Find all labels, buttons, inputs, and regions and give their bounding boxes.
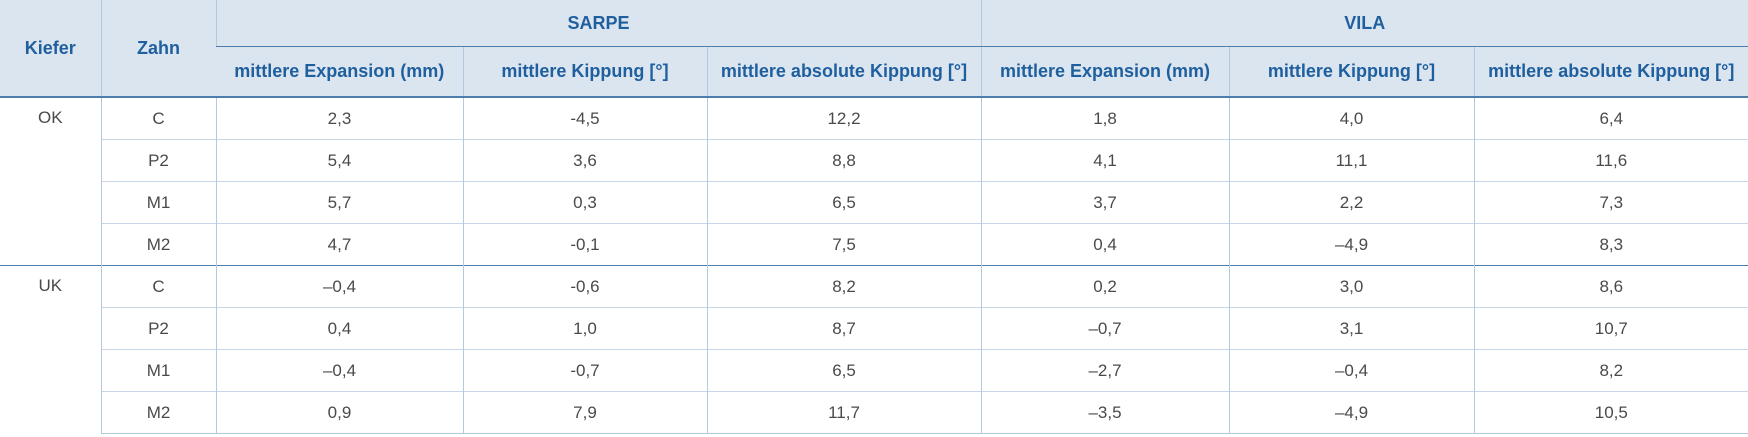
value-cell: 0,4 [215,307,463,350]
table-row: M1 –0,4 -0,7 6,5 –2,7 –0,4 8,2 [0,349,1748,392]
header-cell: Zahn [100,0,216,98]
value-cell: –4,9 [1228,391,1475,434]
column-header: mittlere Kippung [°] [1228,46,1475,98]
table-row: P2 5,4 3,6 8,8 4,1 11,1 11,6 [0,139,1748,182]
table-body: OK C 2,3 -4,5 12,2 1,8 4,0 6,4 P2 5,4 3,6 8,8 4,1 11,… [0,96,1748,434]
value-cell: 1,0 [462,307,707,350]
table-row: UK C –0,4 -0,6 8,2 0,2 3,0 8,6 [0,265,1748,434]
zahn-cell: M2 [100,391,216,434]
value-cell: 0,9 [215,391,463,434]
value-cell: 5,7 [215,181,463,224]
header-cell: Kiefer [0,0,101,98]
table-row: OK C 2,3 -4,5 12,2 1,8 4,0 6,4 [0,96,1748,266]
value-cell: –0,7 [980,307,1230,350]
value-cell: 8,2 [1473,349,1748,392]
value-cell: 2,3 [215,96,463,140]
column-header: mittlere absolute Kippung [°] [706,46,982,98]
value-cell: 2,2 [1228,181,1475,224]
value-cell: 4,1 [980,139,1230,182]
table-row: M2 4,7 -0,1 7,5 0,4 –4,9 8,3 [0,223,1748,266]
column-header: mittlere Expansion (mm) [980,46,1230,98]
value-cell: -4,5 [462,96,707,140]
value-cell: 11,1 [1228,139,1475,182]
kiefer-cell: OK [0,96,101,266]
value-cell: –0,4 [215,349,463,392]
zahn-cell: M1 [100,349,216,392]
table-row: M1 5,7 0,3 6,5 3,7 2,2 7,3 [0,181,1748,224]
value-cell: 4,7 [215,223,463,266]
value-cell: –3,5 [980,391,1230,434]
value-cell: 1,8 [980,96,1230,140]
value-cell: 7,5 [706,223,982,266]
value-cell: 3,7 [980,181,1230,224]
value-cell: 3,0 [1228,265,1475,308]
value-cell: 6,5 [706,181,982,224]
value-cell: 8,2 [706,265,982,308]
zahn-cell: C [100,96,216,140]
value-cell: 3,1 [1228,307,1475,350]
zahn-cell: C [100,265,216,308]
value-cell: –4,9 [1228,223,1475,266]
table-row: M2 0,9 7,9 11,7 –3,5 –4,9 10,5 [0,391,1748,434]
value-cell: 7,9 [462,391,707,434]
value-cell: 10,5 [1473,391,1748,434]
value-cell: 0,4 [980,223,1230,266]
value-cell: –2,7 [980,349,1230,392]
value-cell: –0,4 [1228,349,1475,392]
value-cell: 0,3 [462,181,707,224]
zahn-cell: P2 [100,139,216,182]
value-cell: 0,2 [980,265,1230,308]
value-cell: -0,7 [462,349,707,392]
value-cell: 4,0 [1228,96,1475,140]
value-cell: –0,4 [215,265,463,308]
value-cell: 8,7 [706,307,982,350]
value-cell: 10,7 [1473,307,1748,350]
value-cell: -0,6 [462,265,707,308]
value-cell: 8,3 [1473,223,1748,266]
zahn-cell: M1 [100,181,216,224]
zahn-cell: P2 [100,307,216,350]
kiefer-cell: UK [0,265,101,434]
value-cell: 11,6 [1473,139,1748,182]
column-header: mittlere absolute Kippung [°] [1473,46,1748,98]
value-cell: 12,2 [706,96,982,140]
value-cell: -0,1 [462,223,707,266]
header-row: mittlere Expansion (mm) mittlere Kippung … [0,46,1748,98]
table-row: P2 0,4 1,0 8,7 –0,7 3,1 10,7 [0,307,1748,350]
group-header: VILA [980,0,1748,47]
value-cell: 8,8 [706,139,982,182]
value-cell: 11,7 [706,391,982,434]
value-cell: 6,4 [1473,96,1748,140]
value-cell: 7,3 [1473,181,1748,224]
table-header: Kiefer Zahn SARPE VILA mittlere Expansion… [0,0,1748,98]
value-cell: 8,6 [1473,265,1748,308]
column-header: mittlere Expansion (mm) [216,46,463,98]
group-header: SARPE [215,0,982,47]
header-row: Kiefer Zahn SARPE VILA [0,0,1748,98]
value-cell: 6,5 [706,349,982,392]
zahn-cell: M2 [100,223,216,266]
value-cell: 5,4 [215,139,463,182]
column-header: mittlere Kippung [°] [462,46,707,98]
value-cell: 3,6 [462,139,707,182]
